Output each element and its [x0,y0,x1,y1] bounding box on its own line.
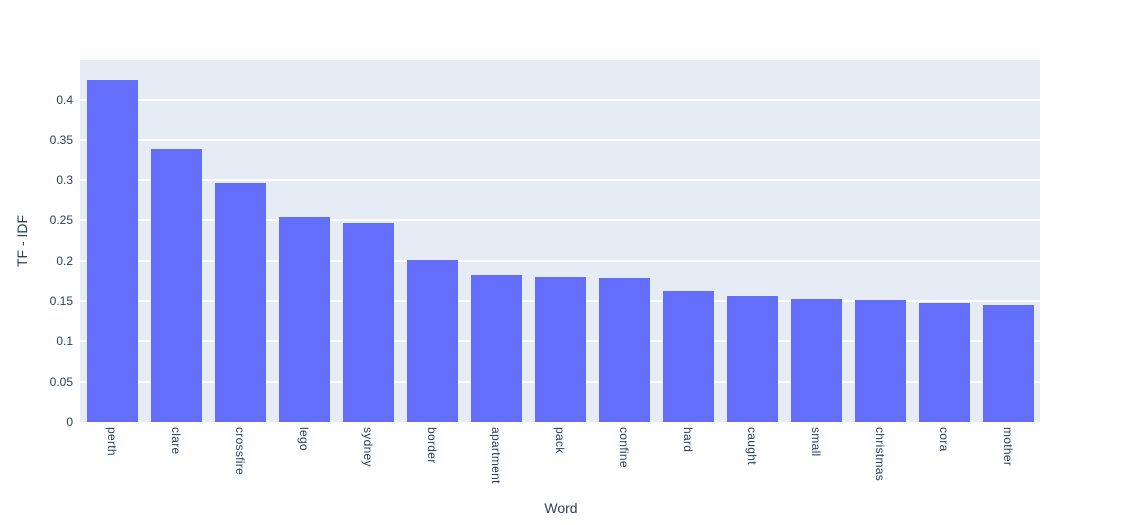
bar-crossfire[interactable] [214,183,266,422]
x-tick-label-caught: caught [745,427,759,465]
gridline [80,138,1040,141]
bar-sydney[interactable] [342,222,394,422]
y-axis-title: TF - IDF [14,214,30,268]
bar-hard[interactable] [662,290,714,422]
gridline [80,179,1040,182]
x-tick-label-confine: confine [617,427,631,468]
x-tick-label-mother: mother [1001,427,1015,467]
y-tick-label: 0.2 [56,253,73,268]
bar-apartment[interactable] [470,275,522,422]
y-tick-label: 0.35 [49,132,73,147]
y-tick-label: 0.15 [49,294,73,309]
y-tick-label: 0.25 [49,213,73,228]
x-tick-label-christmas: christmas [873,427,887,482]
gridline [80,219,1040,222]
y-tick-label: 0.3 [56,173,73,188]
x-tick-label-crossfire: crossfire [233,427,247,476]
bar-lego[interactable] [278,217,330,422]
x-tick-label-cora: cora [937,427,951,452]
x-axis-title: Word [544,500,578,516]
bar-mother[interactable] [982,305,1034,422]
bar-christmas[interactable] [854,300,906,422]
gridline [80,259,1040,262]
x-tick-label-border: border [425,427,439,464]
bar-small[interactable] [790,298,842,422]
x-tick-label-pack: pack [553,427,567,454]
x-tick-label-hard: hard [681,427,695,453]
x-tick-label-small: small [809,427,823,457]
bar-confine[interactable] [598,278,650,422]
gridline [80,98,1040,101]
y-tick-label: 0 [66,415,73,429]
x-tick-label-sydney: sydney [361,427,375,467]
y-tick-label: 0.05 [49,374,73,389]
y-tick-label: 0.1 [56,334,73,349]
y-tick-label: 0.4 [56,92,73,107]
bar-cora[interactable] [918,303,970,422]
x-tick-label-perth: perth [105,427,119,456]
bar-caught[interactable] [726,296,778,422]
x-tick-label-clare: clare [169,427,183,455]
bar-perth[interactable] [86,80,138,422]
bar-border[interactable] [406,259,458,422]
x-tick-label-apartment: apartment [489,427,503,484]
x-tick-label-lego: lego [297,427,311,451]
plot-area[interactable] [80,60,1040,422]
bar-clare[interactable] [150,148,202,422]
bar-pack[interactable] [534,276,586,422]
